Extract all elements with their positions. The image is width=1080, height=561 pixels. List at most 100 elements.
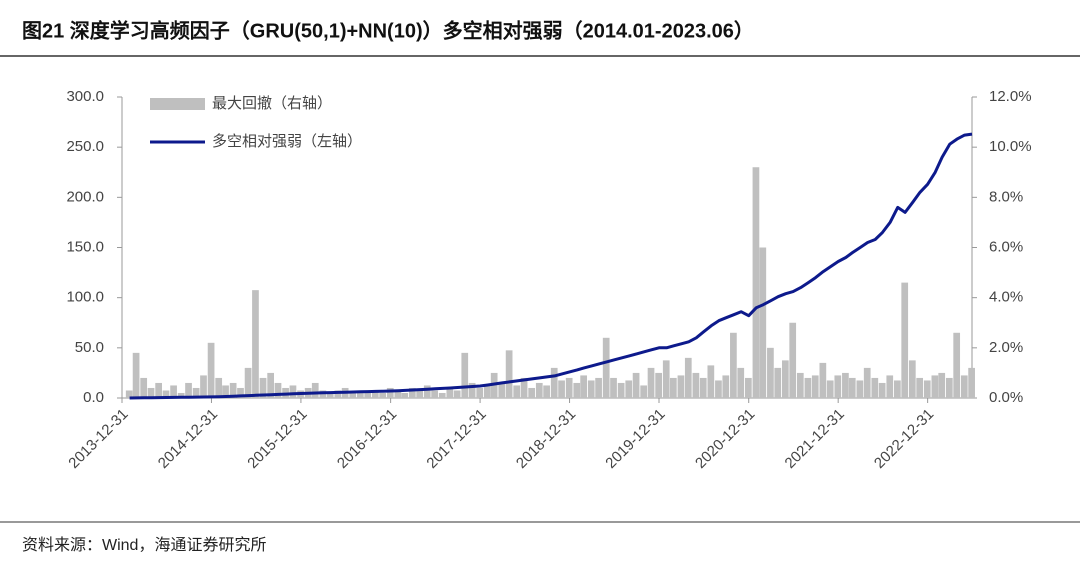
x-tick-label: 2016-12-31 <box>334 406 400 472</box>
drawdown-bar <box>543 385 550 398</box>
y2-tick-label: 6.0% <box>989 238 1023 255</box>
drawdown-bar <box>132 352 140 398</box>
legend-swatch <box>150 98 205 110</box>
drawdown-bar <box>289 385 297 398</box>
drawdown-bar <box>274 382 282 398</box>
y-tick-label: 250.0 <box>66 138 104 155</box>
x-tick-label: 2019-12-31 <box>602 406 668 472</box>
drawdown-bar <box>842 372 849 398</box>
drawdown-bar <box>662 360 670 398</box>
drawdown-bar <box>438 392 446 398</box>
drawdown-bar <box>177 392 185 398</box>
drawdown-bar <box>647 367 655 398</box>
drawdown-bar <box>207 342 215 398</box>
drawdown-bar <box>602 337 610 398</box>
drawdown-bar <box>192 387 200 398</box>
drawdown-bar <box>819 362 827 398</box>
drawdown-bar <box>886 375 894 398</box>
drawdown-bar <box>595 377 602 398</box>
drawdown-bar <box>453 390 461 398</box>
drawdown-bar <box>498 382 506 398</box>
drawdown-bar <box>722 375 730 398</box>
drawdown-bar <box>617 382 625 398</box>
drawdown-bar <box>147 387 155 398</box>
y2-tick-label: 8.0% <box>989 188 1023 205</box>
drawdown-bar <box>364 392 372 398</box>
drawdown-bar <box>916 377 924 398</box>
y2-tick-label: 10.0% <box>989 138 1032 155</box>
drawdown-bar <box>170 385 177 398</box>
drawdown-bar <box>781 360 789 398</box>
drawdown-bar <box>461 352 469 398</box>
drawdown-bar <box>446 387 454 398</box>
drawdown-bar <box>222 385 229 398</box>
drawdown-bar <box>215 377 223 398</box>
drawdown-bar <box>468 382 476 398</box>
drawdown-bar <box>565 377 573 398</box>
drawdown-bar <box>483 385 491 398</box>
drawdown-bar <box>386 387 394 398</box>
drawdown-bar <box>311 382 319 398</box>
drawdown-bar <box>938 372 946 398</box>
drawdown-bar <box>796 372 804 398</box>
drawdown-bar <box>692 372 700 398</box>
x-tick-label: 2022-12-31 <box>871 406 937 472</box>
drawdown-bar <box>960 375 968 398</box>
drawdown-bar <box>923 380 931 398</box>
drawdown-bar <box>423 385 431 398</box>
drawdown-bar <box>759 247 767 398</box>
drawdown-bar <box>767 347 774 398</box>
y2-tick-label: 2.0% <box>989 339 1023 356</box>
x-tick-label: 2014-12-31 <box>155 406 221 472</box>
chart-title: 图21 深度学习高频因子（GRU(50,1)+NN(10)）多空相对强弱（201… <box>22 18 754 42</box>
drawdown-bar <box>349 392 357 398</box>
y2-tick-label: 4.0% <box>989 289 1023 306</box>
drawdown-bar <box>640 385 648 398</box>
drawdown-bar <box>826 380 834 398</box>
drawdown-bar <box>162 390 170 398</box>
drawdown-bar <box>968 367 975 398</box>
drawdown-bar <box>804 377 812 398</box>
y-tick-label: 200.0 <box>66 188 104 205</box>
drawdown-bar <box>558 380 565 398</box>
y-tick-label: 50.0 <box>75 339 104 356</box>
drawdown-bar <box>528 387 536 398</box>
drawdown-bar <box>431 390 438 398</box>
drawdown-bar <box>379 392 387 398</box>
drawdown-bar <box>856 380 864 398</box>
drawdown-bar <box>476 387 484 398</box>
drawdown-bar <box>259 377 267 398</box>
drawdown-bar <box>931 375 939 398</box>
legend-label: 最大回撤（右轴） <box>212 95 332 112</box>
drawdown-bar <box>244 367 252 398</box>
drawdown-bar <box>513 385 521 398</box>
drawdown-bar <box>610 377 617 398</box>
drawdown-bar <box>252 290 259 398</box>
drawdown-bar <box>848 377 856 398</box>
source-note: 资料来源：Wind，海通证券研究所 <box>22 536 266 554</box>
drawdown-bar <box>901 282 909 398</box>
drawdown-bar <box>715 380 722 398</box>
drawdown-bar <box>669 377 677 398</box>
x-tick-label: 2015-12-31 <box>244 406 310 472</box>
drawdown-bar <box>871 377 879 398</box>
drawdown-bar <box>730 332 737 398</box>
drawdown-bar <box>140 377 148 398</box>
drawdown-bar <box>401 392 409 398</box>
drawdown-bar <box>185 382 192 398</box>
drawdown-bar <box>416 390 424 398</box>
y-tick-label: 100.0 <box>66 289 104 306</box>
drawdown-bar <box>894 380 901 398</box>
drawdown-bar <box>505 350 513 398</box>
drawdown-bar <box>834 375 842 398</box>
drawdown-bar <box>408 387 416 398</box>
y-tick-label: 300.0 <box>66 88 104 105</box>
drawdown-bar <box>326 392 334 398</box>
drawdown-bar <box>707 365 715 398</box>
drawdown-bar <box>811 375 819 398</box>
drawdown-bar <box>125 390 133 398</box>
drawdown-bar <box>863 367 871 398</box>
drawdown-bar <box>237 387 244 398</box>
